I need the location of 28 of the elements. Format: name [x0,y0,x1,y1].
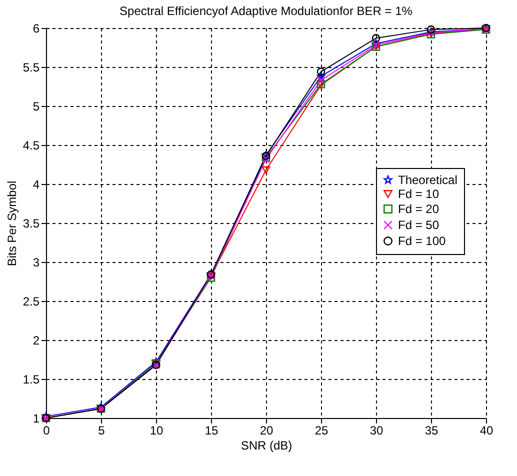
y-tick-label: 5 [32,100,40,114]
legend-label: Theoretical [398,173,458,187]
y-axis-title: Bits Per Symbol [4,180,19,266]
x-tick-label: 20 [260,424,274,438]
y-tick-label: 1 [32,412,40,426]
x-tick-label: 40 [480,424,494,438]
y-tick-label: 6 [32,22,40,36]
y-tick-label: 2 [32,334,40,348]
x-tick-label: 5 [98,424,106,438]
x-tick-label: 35 [424,424,438,438]
y-tick-label: 2.5 [22,294,40,308]
x-axis-title: SNR (dB) [240,438,292,452]
y-tick-label: 3.5 [22,216,40,230]
y-tick-label: 3 [32,256,40,270]
chart-title: Spectral Efficiencyof Adaptive Modulationfor BER = 1% [120,4,413,18]
legend-label: Fd = 100 [398,234,446,248]
legend-label: Fd = 50 [398,218,440,232]
x-tick-label: 15 [204,424,218,438]
x-tick-label: 30 [370,424,384,438]
x-tick-label: 25 [314,424,328,438]
x-tick-label: 10 [150,424,164,438]
y-tick-label: 5.5 [22,60,40,74]
legend-label: Fd = 10 [398,187,440,201]
y-tick-label: 4.5 [22,138,40,152]
x-tick-label: 0 [43,424,50,438]
y-tick-label: 1.5 [22,372,40,386]
y-tick-label: 4 [32,178,40,192]
legend-label: Fd = 20 [398,202,440,216]
